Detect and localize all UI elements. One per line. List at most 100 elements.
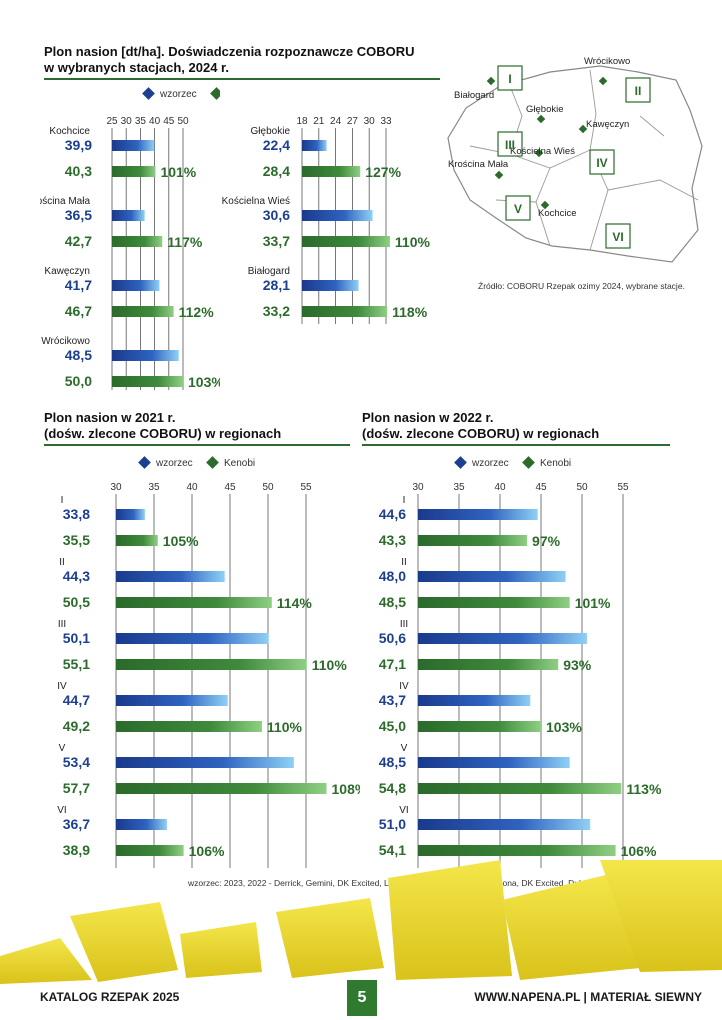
bar-kenobi xyxy=(302,306,388,317)
x-tick-label: 24 xyxy=(330,116,342,127)
legend-kenobi-icon xyxy=(206,456,219,469)
value-label-kenobi: 46,7 xyxy=(65,303,92,319)
x-tick-label: 45 xyxy=(163,116,175,127)
x-tick-label: 18 xyxy=(296,116,308,127)
station-labels: Wrócikowo Białogard Głębokie Kawęczyn Kr… xyxy=(448,56,630,219)
region-label-I: I xyxy=(508,72,511,86)
chart-2021: wzorzec Kenobi 30 35 40 45 50 55 I33,8 35,5 105% II… xyxy=(57,456,360,868)
value-label-wzorzec: 36,7 xyxy=(63,816,90,832)
station-label-koscielna-wies: Kościelna Wieś xyxy=(510,146,575,157)
category-label: I xyxy=(61,495,64,506)
bar-kenobi xyxy=(116,535,158,546)
category-label: Kochcice xyxy=(49,126,90,137)
x-tick-label: 55 xyxy=(617,482,629,493)
value-label-kenobi: 48,5 xyxy=(379,594,406,610)
bar-kenobi xyxy=(116,783,327,794)
value-label-wzorzec: 48,5 xyxy=(379,754,406,770)
percent-label: 106% xyxy=(189,843,225,859)
value-label-wzorzec: 50,6 xyxy=(379,630,406,646)
station-label-wrocikowo: Wrócikowo xyxy=(584,56,630,67)
x-tick-label: 40 xyxy=(149,116,161,127)
bar-wzorzec xyxy=(116,571,225,582)
category-label: II xyxy=(401,557,407,568)
value-label-wzorzec: 39,9 xyxy=(65,137,92,153)
bar-kenobi xyxy=(112,376,183,387)
x-tick-label: 35 xyxy=(453,482,465,493)
category-label: VI xyxy=(399,805,408,816)
value-label-wzorzec: 44,3 xyxy=(63,568,90,584)
title-rule-2021 xyxy=(44,444,350,446)
legend-wzorzec-label: wzorzec xyxy=(159,89,197,100)
value-label-kenobi: 45,0 xyxy=(379,718,406,734)
category-label: Krościna Mała xyxy=(40,196,90,207)
percent-label: 127% xyxy=(365,164,401,180)
legend-kenobi-icon xyxy=(522,456,535,469)
x-tick-label: 50 xyxy=(576,482,588,493)
bar-wzorzec xyxy=(302,280,359,291)
bar-wzorzec xyxy=(116,695,228,706)
category-label: IV xyxy=(57,681,67,692)
bar-kenobi xyxy=(116,721,262,732)
category-label: Białogard xyxy=(248,266,290,277)
bar-kenobi xyxy=(116,845,184,856)
value-label-kenobi: 35,5 xyxy=(63,532,90,548)
percent-label: 118% xyxy=(392,304,428,320)
category-label: III xyxy=(400,619,408,630)
category-label: I xyxy=(403,495,406,506)
percent-label: 110% xyxy=(267,719,303,735)
bar-wzorzec xyxy=(418,695,531,706)
footer-website: WWW.NAPENA.PL | MATERIAŁ SIEWNY xyxy=(474,990,702,1004)
value-label-kenobi: 54,1 xyxy=(379,842,406,858)
x-tick-label: 55 xyxy=(300,482,312,493)
region-label-II: II xyxy=(635,84,642,98)
value-label-kenobi: 40,3 xyxy=(65,163,92,179)
rapeseed-field-image xyxy=(0,860,722,984)
category-label: IV xyxy=(399,681,409,692)
bar-kenobi xyxy=(302,166,361,177)
x-tick-label: 40 xyxy=(494,482,506,493)
bar-kenobi xyxy=(112,306,174,317)
value-label-wzorzec: 43,7 xyxy=(379,692,406,708)
value-label-kenobi: 33,7 xyxy=(263,233,290,249)
bar-wzorzec xyxy=(418,757,570,768)
category-label: VI xyxy=(57,805,66,816)
bar-kenobi xyxy=(418,597,570,608)
value-label-kenobi: 57,7 xyxy=(63,780,90,796)
bar-kenobi xyxy=(418,535,528,546)
bar-kenobi xyxy=(116,659,307,670)
station-label-koscina-mala: Krościna Mała xyxy=(448,159,509,170)
bar-kenobi xyxy=(418,721,541,732)
bar-wzorzec xyxy=(116,757,294,768)
x-tick-label: 50 xyxy=(262,482,274,493)
page-number: 5 xyxy=(347,980,377,1016)
value-label-wzorzec: 48,5 xyxy=(65,347,92,363)
x-tick-label: 30 xyxy=(364,116,376,127)
percent-label: 97% xyxy=(532,533,561,549)
station-label-kochcice: Kochcice xyxy=(538,208,577,219)
percent-label: 105% xyxy=(163,533,199,549)
legend-kenobi-label: Kenobi xyxy=(224,458,255,469)
chart-2022-title-line1: Plon nasion w 2022 r. xyxy=(362,410,494,425)
value-label-wzorzec: 51,0 xyxy=(379,816,406,832)
x-tick-label: 45 xyxy=(224,482,236,493)
bar-wzorzec xyxy=(112,210,145,221)
percent-label: 103% xyxy=(546,719,582,735)
value-label-wzorzec: 22,4 xyxy=(263,137,290,153)
value-label-kenobi: 42,7 xyxy=(65,233,92,249)
percent-label: 117% xyxy=(167,234,203,250)
x-tick-label: 30 xyxy=(412,482,424,493)
bar-kenobi xyxy=(112,236,163,247)
percent-label: 101% xyxy=(575,595,611,611)
x-tick-label: 21 xyxy=(313,116,325,127)
bar-wzorzec xyxy=(302,210,373,221)
footer-catalog-title: KATALOG RZEPAK 2025 xyxy=(40,990,180,1004)
percent-label: 113% xyxy=(626,781,662,797)
bar-wzorzec xyxy=(418,633,587,644)
bar-wzorzec xyxy=(418,571,566,582)
value-label-kenobi: 50,5 xyxy=(63,594,90,610)
value-label-kenobi: 49,2 xyxy=(63,718,90,734)
chart-2024-title-line2: w wybranych stacjach, 2024 r. xyxy=(44,60,229,75)
region-label-VI: VI xyxy=(612,230,623,244)
value-label-kenobi: 54,8 xyxy=(379,780,406,796)
